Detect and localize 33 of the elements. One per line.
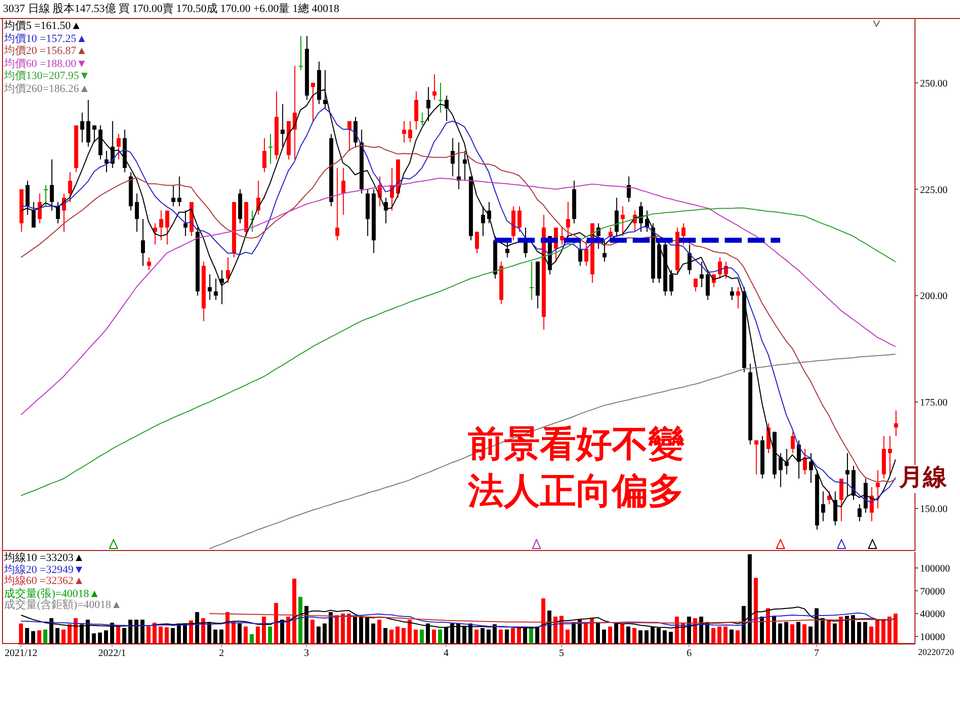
y-tick-label: 150.00 (920, 504, 948, 515)
annotation: 成交量(張)=40018▲ (4, 588, 100, 600)
y-tick-label: 225.00 (920, 184, 948, 196)
y-tick-label: 200.00 (920, 291, 948, 302)
text: 均價10 =157.25▲ (4, 32, 88, 45)
annotation: 前景看好不變 (468, 424, 684, 466)
text: 均價260=186.26▲ (4, 82, 90, 95)
text: 均價20 =156.87▲ (4, 45, 88, 58)
x-tick-label: 2 (218, 648, 224, 659)
text: 均價60 =188.00▼ (4, 58, 88, 70)
text: 均線20 =32949▼ (4, 564, 84, 576)
x-tick-label: 4 (444, 648, 449, 659)
text: 20220720 (918, 647, 954, 658)
x-tick-label: 2021/12 (4, 648, 38, 659)
y-tick-label: 100000 (920, 564, 950, 575)
annotation: 成交量(含鉅額)=40018▲ (4, 599, 122, 612)
y-tick-label: 40000 (920, 609, 945, 620)
y-tick-label: 10000 (920, 632, 945, 643)
y-tick-label: 250.00 (920, 78, 948, 90)
text: 月線 (899, 465, 947, 493)
y-tick-label: 175.00 (920, 398, 948, 409)
x-tick-label: 5 (559, 648, 564, 659)
annotation: 法人正向偏多 (468, 471, 684, 512)
y-tick-label: 70000 (920, 586, 945, 598)
text: 均線60 =32362▲ (4, 575, 84, 588)
x-tick-label: 7 (814, 648, 820, 659)
text: 均價5 =161.50▲ (4, 20, 83, 32)
text: 均線10 =33203▲ (4, 552, 84, 564)
chart-title: 3037 日線 股本147.53億 買 170.00賣 170.50成 170.00 +6.00量 1總 40018 (3, 2, 340, 16)
x-tick-label: 2022/1 (98, 648, 126, 659)
text: 均價130=207.95▼ (4, 70, 90, 82)
x-tick-label: 3 (304, 648, 309, 659)
x-tick-label: 6 (686, 648, 692, 659)
